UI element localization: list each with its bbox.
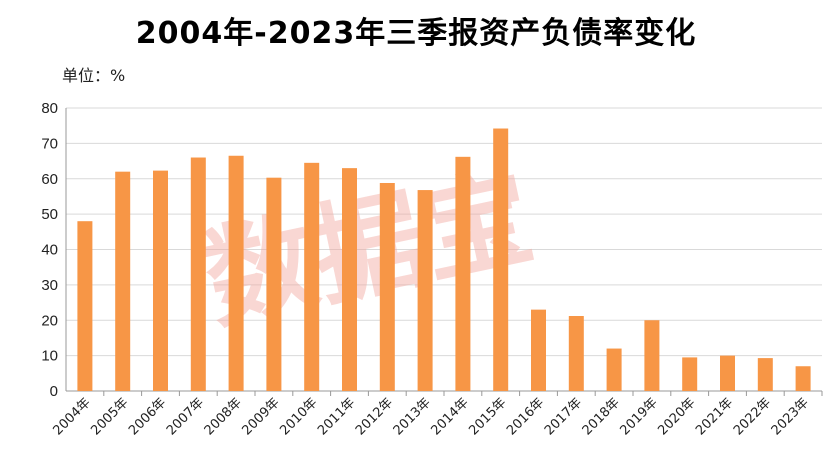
x-tick-label: 2008年: [202, 395, 245, 438]
x-tick-label: 2009年: [240, 395, 283, 438]
x-tick-label: 2011年: [315, 395, 358, 438]
y-tick-label: 70: [41, 135, 58, 152]
x-tick-label: 2006年: [126, 395, 169, 438]
x-tick-label: 2012年: [353, 395, 396, 438]
bar: [720, 355, 735, 391]
y-axis: 0 10 20 30 40 50 60 70 80: [41, 100, 67, 400]
bar: [682, 357, 698, 391]
chart-title: 2004年-2023年三季报资产负债率变化: [135, 16, 697, 51]
x-tick-label: 2007年: [164, 395, 207, 438]
bar: [304, 162, 320, 391]
bar: [228, 155, 244, 391]
bar: [342, 168, 357, 391]
y-tick-label: 10: [41, 348, 58, 365]
bars: [77, 128, 811, 391]
x-tick-label: 2005年: [88, 395, 131, 438]
bar: [757, 358, 773, 391]
y-tick-label: 30: [41, 277, 58, 294]
y-tick-label: 0: [50, 383, 58, 400]
y-tick-label: 80: [41, 100, 58, 117]
x-tick-label: 2010年: [277, 395, 320, 438]
y-tick-label: 20: [41, 312, 58, 329]
y-tick-label: 40: [41, 242, 58, 259]
bar: [77, 221, 93, 391]
bar: [568, 316, 584, 391]
bar: [493, 128, 509, 391]
bar: [644, 320, 660, 391]
bar: [531, 309, 546, 391]
x-tick-label: 2015年: [466, 395, 509, 438]
bar: [115, 171, 131, 391]
bar: [266, 177, 282, 391]
x-tick-label: 2020年: [655, 395, 698, 438]
y-tick-label: 50: [41, 206, 58, 223]
bar: [417, 190, 433, 391]
x-tick-label: 2013年: [391, 395, 434, 438]
x-tick-label: 2004年: [51, 395, 94, 438]
bar: [153, 170, 168, 391]
x-axis: 2004年2005年2006年2007年2008年2009年2010年2011年…: [51, 391, 823, 438]
x-tick-label: 2021年: [693, 395, 736, 438]
bar: [379, 182, 395, 391]
x-tick-label: 2023年: [769, 395, 812, 438]
bar: [606, 348, 622, 391]
bar: [190, 157, 206, 391]
watermark: 数据宝: [194, 152, 543, 346]
unit-label: 单位：%: [62, 66, 126, 85]
x-tick-label: 2017年: [542, 395, 585, 438]
bar: [455, 156, 471, 391]
x-tick-label: 2018年: [580, 395, 623, 438]
bar: [795, 366, 811, 391]
x-tick-label: 2014年: [429, 395, 472, 438]
x-tick-label: 2022年: [731, 395, 774, 438]
y-tick-label: 60: [41, 171, 58, 188]
x-tick-label: 2019年: [618, 395, 661, 438]
x-tick-label: 2016年: [504, 395, 547, 438]
